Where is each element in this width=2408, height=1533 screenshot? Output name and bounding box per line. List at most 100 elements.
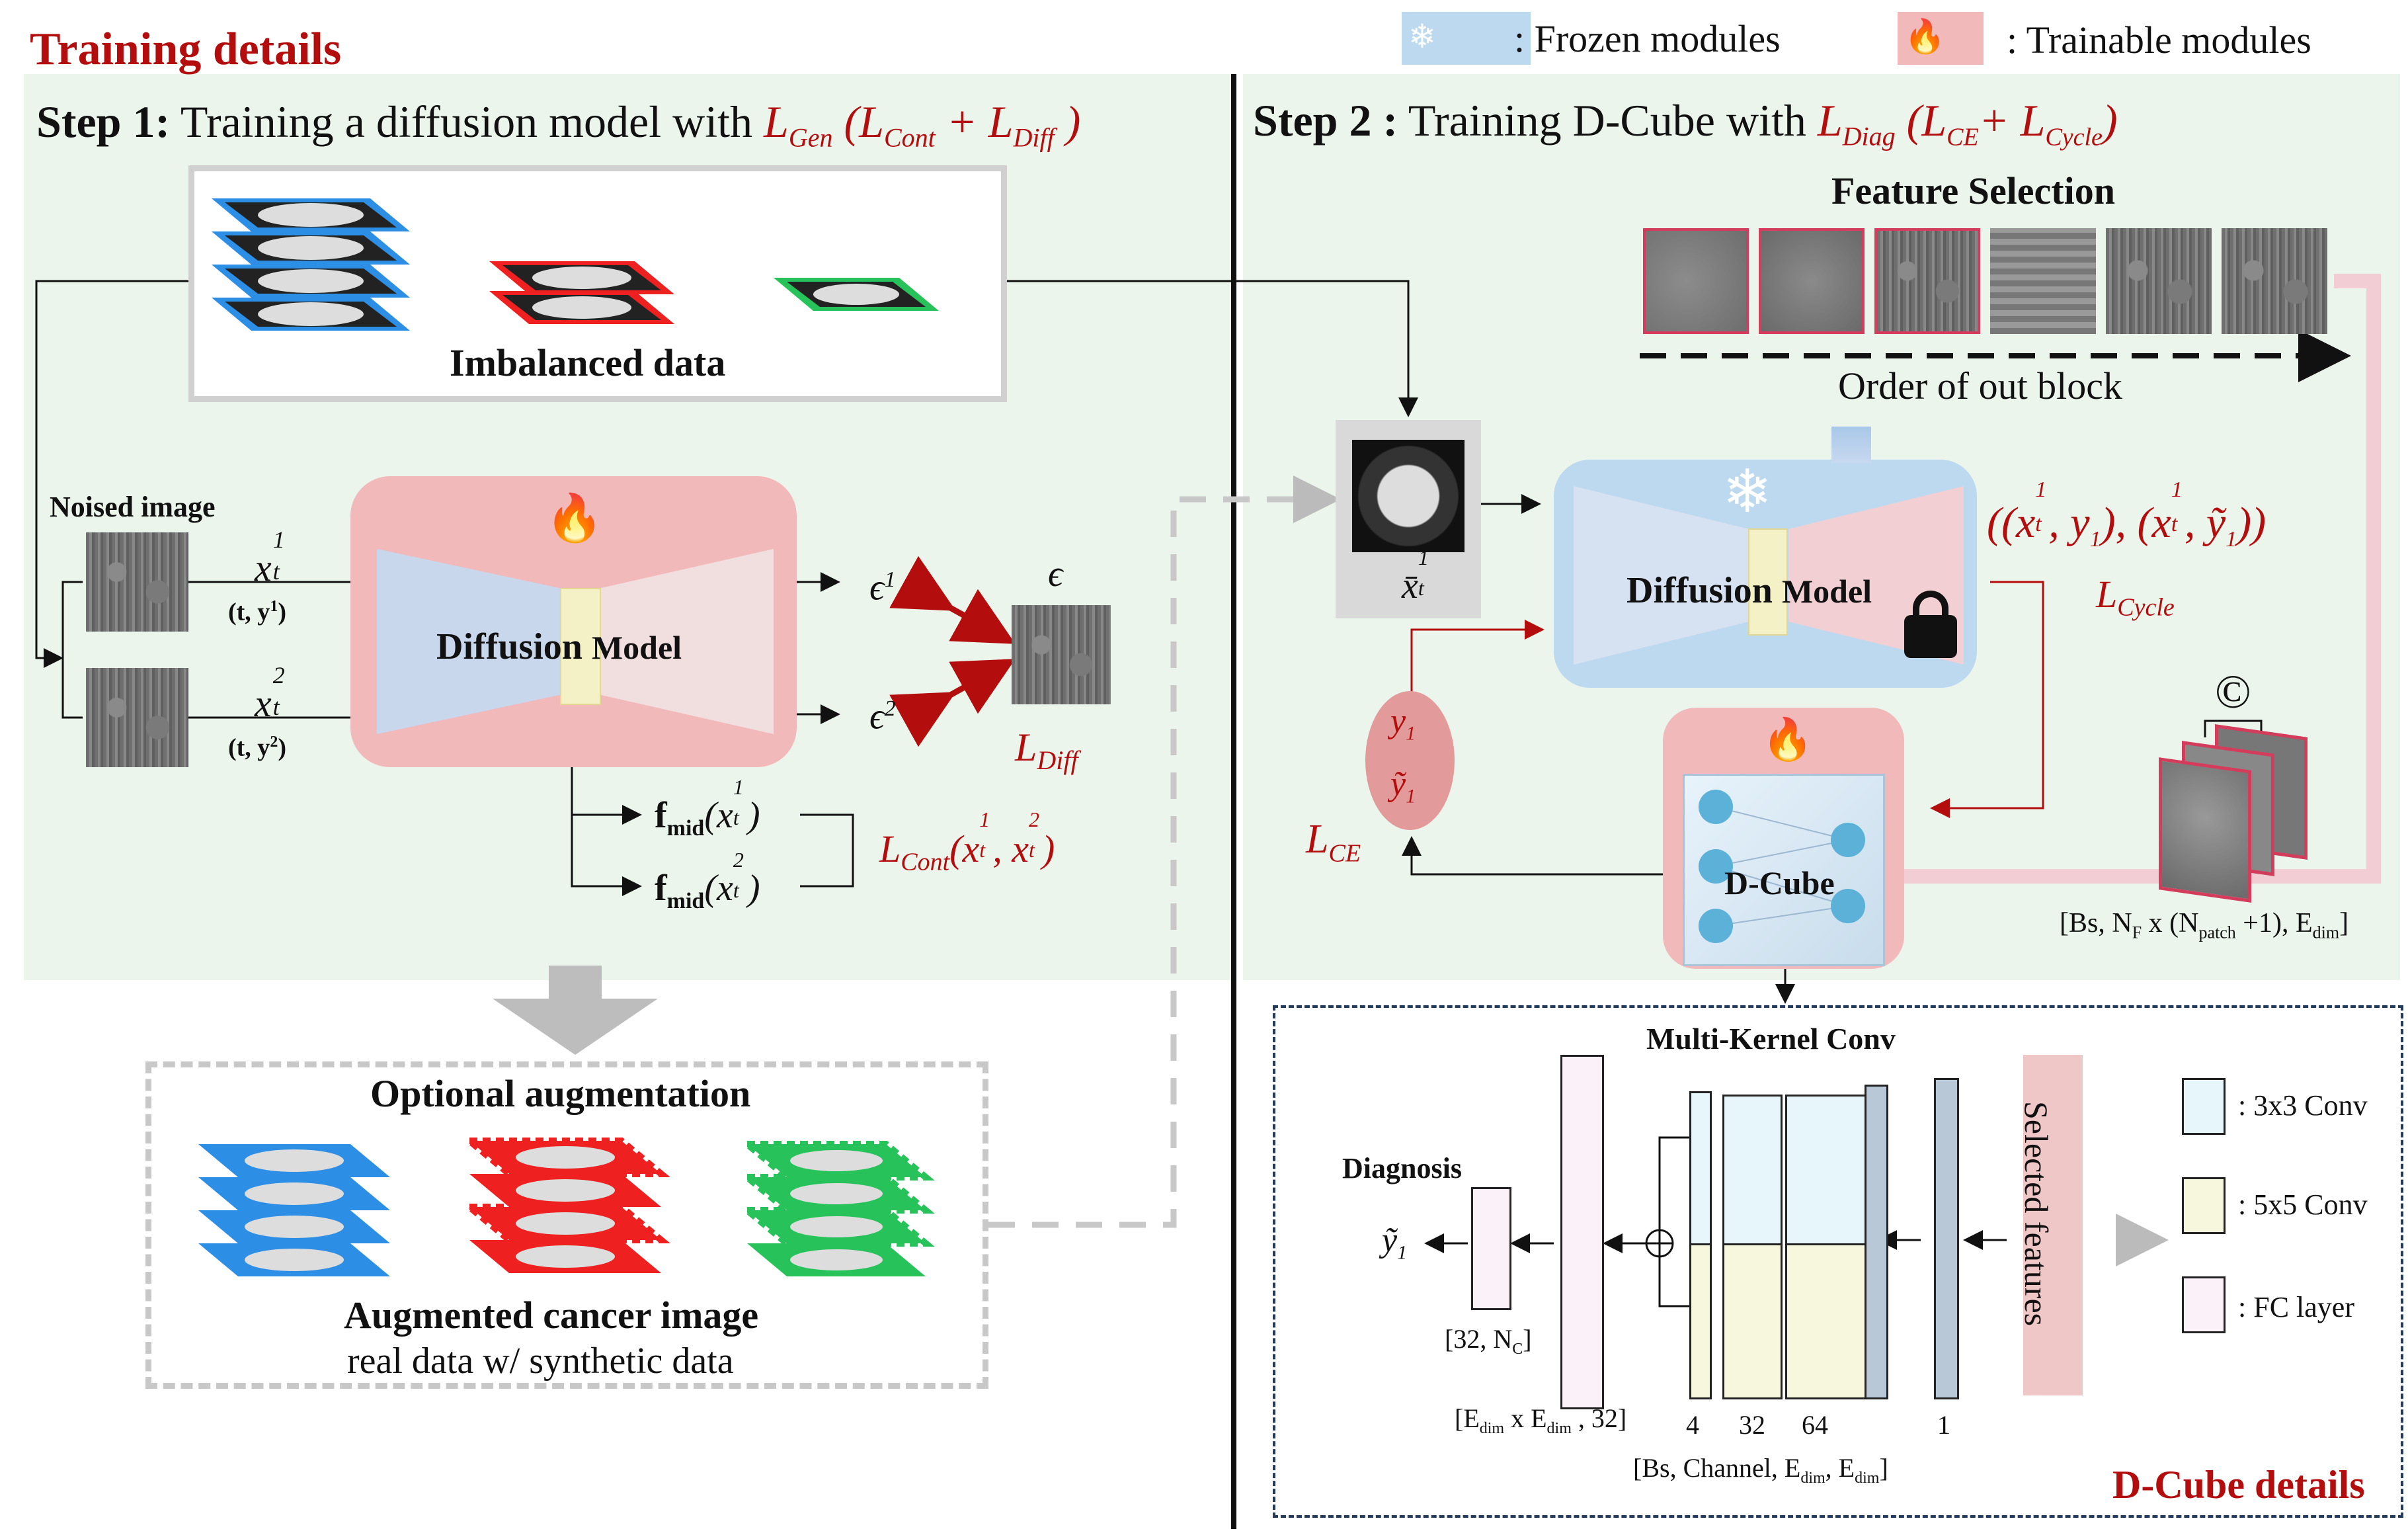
flame-icon: 🔥 (1904, 18, 1946, 55)
aug-red-stack (460, 1138, 670, 1273)
legend-5x5-swatch (2182, 1177, 2226, 1234)
noised-image-label: Noised image (50, 491, 216, 523)
frozen-legend-label: : Frozen modules (1514, 17, 1781, 60)
step1-model-label: Diffusion Model (436, 626, 682, 667)
step1-loss: LGen (LCont + LDiff ) (764, 97, 1081, 153)
legend-3x3-swatch (2182, 1078, 2226, 1135)
feature-patch-1 (1643, 228, 1749, 334)
noised-image-1 (86, 532, 188, 632)
augmented-stacks (198, 1138, 935, 1276)
selected-features-bar (2023, 1055, 2083, 1395)
noised-image-2 (86, 668, 188, 767)
y1-tilde-label: ỹ1 (1390, 765, 1416, 808)
dcube-details-title: D-Cube details (2112, 1463, 2365, 1507)
conv-block-4-bottom (1689, 1243, 1712, 1399)
augmentation-box (145, 1061, 988, 1389)
lock-shackle (1913, 591, 1948, 627)
x2-cond: (t, y2) (228, 733, 286, 762)
lcycle-label: LCycle (2096, 573, 2175, 622)
augmentation-subtitle: Augmented cancer image (344, 1294, 759, 1337)
dcube-network (1699, 790, 1865, 943)
augmentation-note: real data w/ synthetic data (347, 1341, 734, 1382)
frozen-legend-swatch (1402, 12, 1531, 65)
conv-block-64-top (1785, 1095, 1868, 1247)
feature-patch-5 (2106, 228, 2212, 334)
conv-block-64-bottom (1785, 1243, 1868, 1399)
feature-patch-2 (1759, 228, 1865, 334)
legend-fc-label: : FC layer (2238, 1291, 2354, 1323)
legend-fc-swatch (2182, 1276, 2226, 1333)
flame-icon: 🔥 (545, 493, 604, 544)
conv-block-32-top (1722, 1095, 1783, 1247)
fc-out-shape: [32, NC] (1445, 1324, 1532, 1358)
step1-unet (377, 549, 774, 734)
noise-target (1012, 605, 1111, 704)
input-layer (1934, 1078, 1959, 1399)
conv-block-32-bottom (1722, 1243, 1783, 1399)
lce-label: LCE (1306, 817, 1361, 868)
order-label: Order of out block (1838, 364, 2123, 407)
aug-blue-stack (198, 1144, 390, 1276)
xbar-label: x̄ 1 t (1402, 546, 1429, 606)
feature-patch-3 (1874, 228, 1980, 334)
eps1-label: ϵ1 (869, 567, 896, 608)
snowflake-icon: ❄ (1722, 460, 1773, 525)
legend-3x3-label: : 3x3 Conv (2238, 1089, 2368, 1122)
step1-title-bold: Step 1: (36, 97, 171, 147)
flame-icon: 🔥 (1762, 718, 1814, 763)
concat-icon: © (2215, 665, 2251, 718)
snowflake-icon: ❄ (1408, 18, 1436, 55)
fmid1-label: fmid(x 1 t) (655, 775, 760, 841)
selected-features-label: Selected features (2018, 1101, 2055, 1327)
aug-green-stack (738, 1141, 935, 1276)
dcube-details-box (1273, 1005, 2403, 1518)
ldiff-label: LDiff (1015, 725, 1078, 775)
cycle-pair-label: ((x 1 t, y1), (x 1 t, ỹ1)) (1987, 477, 2267, 552)
y1-label: y1 (1390, 702, 1416, 745)
page-title: Training details (30, 24, 342, 75)
ct-image (1352, 440, 1465, 552)
multi-kernel-label: Multi-Kernel Conv (1646, 1022, 1896, 1056)
center-divider (1231, 74, 1236, 1529)
step2-model-label: Diffusion Model (1626, 570, 1872, 611)
feature-shape-label: [Bs, NF x (Npatch +1), Edim] (2060, 908, 2349, 942)
eps2-label: ϵ2 (869, 696, 896, 737)
feature-patch-6 (2222, 228, 2327, 334)
fc-out-layer (1471, 1187, 1511, 1310)
ytilde-label: ỹ1 (1382, 1222, 1408, 1264)
green-stack (774, 278, 939, 311)
feature-patch-4 (1990, 228, 2096, 334)
red-stack (489, 261, 674, 324)
conv-side-face (1865, 1085, 1888, 1399)
imbalanced-stacks (212, 198, 939, 331)
feature-selection-label: Feature Selection (1831, 169, 2115, 212)
prediction-ellipse (1365, 691, 1455, 830)
up-arrow (1831, 427, 1871, 463)
blue-stack (212, 198, 410, 331)
concat-patch-front (2159, 757, 2251, 903)
channel-4: 4 (1686, 1410, 1699, 1440)
fc-mid-shape: [Edim x Edim , 32] (1455, 1403, 1627, 1437)
x1-cond: (t, y1) (228, 598, 286, 626)
channel-1: 1 (1937, 1410, 1950, 1440)
channel-32: 32 (1739, 1410, 1765, 1440)
dcube-label: D-Cube (1724, 864, 1835, 901)
eps-label: ϵ (1048, 554, 1063, 595)
legend-5x5-label: : 5x5 Conv (2238, 1188, 2368, 1221)
step1-title-text: Training a diffusion model with (180, 97, 752, 147)
fc-mid-layer (1560, 1055, 1604, 1409)
lcont-label: LCont(x 1 t, x 2 t) (879, 808, 1055, 876)
step1-title: Step 1: Training a diffusion model with … (36, 99, 1080, 151)
bottom-shape: [Bs, Channel, Edim, Edim] (1633, 1453, 1888, 1487)
channel-64: 64 (1802, 1410, 1828, 1440)
augmentation-title: Optional augmentation (370, 1072, 751, 1115)
step2-title: Step 2 : Training D-Cube with LDiag (LCE… (1253, 95, 2118, 151)
imbalanced-data-label: Imbalanced data (450, 341, 726, 384)
trainable-legend-label: : Trainable modules (2007, 19, 2311, 62)
fmid2-label: fmid(x 2 t) (655, 848, 760, 914)
conv-block-4-top (1689, 1091, 1712, 1247)
trainable-legend-swatch (1898, 12, 1984, 65)
